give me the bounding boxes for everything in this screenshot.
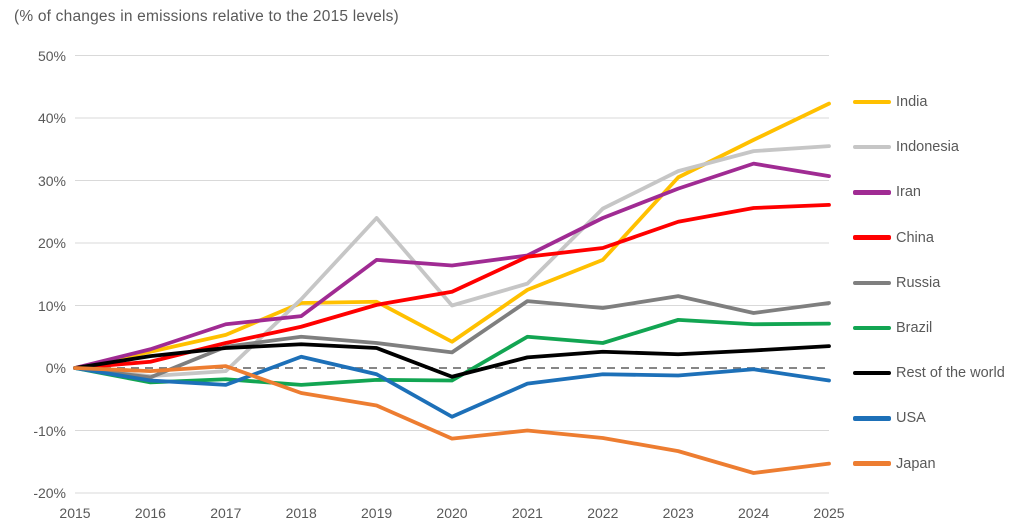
x-tick-label: 2025: [813, 505, 845, 521]
legend-item-brazil: Brazil: [853, 319, 932, 337]
series-line-usa: [73, 354, 831, 419]
x-tick-label: 2024: [738, 505, 770, 521]
x-tick-label: 2017: [210, 505, 242, 521]
series-line-indonesia: [73, 144, 831, 379]
legend-swatch: [853, 144, 891, 150]
legend-item-usa: USA: [853, 409, 926, 427]
legend-swatch: [853, 280, 891, 286]
y-tick-label: 0%: [45, 360, 66, 376]
legend-swatch: [853, 235, 891, 240]
legend-label: Brazil: [896, 320, 933, 336]
y-tick-label: 30%: [37, 172, 66, 189]
legend-label: Indonesia: [896, 139, 959, 156]
x-tick-label: 2018: [285, 505, 317, 521]
x-tick-label: 2016: [134, 505, 166, 521]
legend-label: Rest of the world: [896, 365, 1005, 382]
series-line-india: [73, 101, 831, 370]
legend-label: Russia: [896, 274, 941, 291]
y-tick-label: 40%: [37, 110, 66, 126]
legend-swatch: [853, 325, 891, 331]
legend-swatch: [853, 370, 891, 376]
legend-item-rest-of-the-world: Rest of the world: [853, 364, 1005, 382]
legend-label: India: [896, 94, 928, 110]
legend-label: Japan: [896, 455, 936, 472]
y-tick-label: 20%: [37, 235, 66, 251]
legend-item-china: China: [853, 229, 934, 247]
y-tick-label: -10%: [33, 422, 66, 439]
legend-label: USA: [896, 410, 926, 427]
legend-item-indonesia: Indonesia: [853, 138, 959, 156]
x-tick-label: 2021: [511, 505, 543, 521]
legend-label: Iran: [896, 184, 921, 201]
legend-item-iran: Iran: [853, 183, 921, 201]
x-tick-label: 2022: [587, 505, 619, 521]
legend-swatch: [853, 461, 891, 466]
legend-item-japan: Japan: [853, 455, 936, 473]
series-line-japan: [73, 364, 831, 475]
series-line-rest-of-the-world: [73, 342, 831, 379]
y-tick-label: 10%: [37, 297, 66, 314]
x-tick-label: 2015: [59, 505, 91, 521]
legend-label: China: [896, 229, 934, 246]
chart-title: (% of changes in emissions relative to t…: [14, 8, 399, 25]
legend-swatch: [853, 416, 891, 421]
series-line-brazil: [73, 317, 831, 387]
legend-swatch: [853, 99, 891, 105]
y-tick-label: 50%: [37, 47, 66, 64]
x-tick-label: 2019: [361, 505, 393, 521]
y-tick-label: -20%: [33, 485, 66, 501]
series-line-iran: [73, 161, 831, 370]
series-line-russia: [73, 294, 831, 380]
legend-item-russia: Russia: [853, 274, 940, 292]
legend-item-india: India: [853, 93, 927, 111]
x-tick-label: 2020: [436, 505, 468, 521]
x-tick-label: 2023: [662, 505, 694, 521]
legend-swatch: [853, 190, 891, 195]
